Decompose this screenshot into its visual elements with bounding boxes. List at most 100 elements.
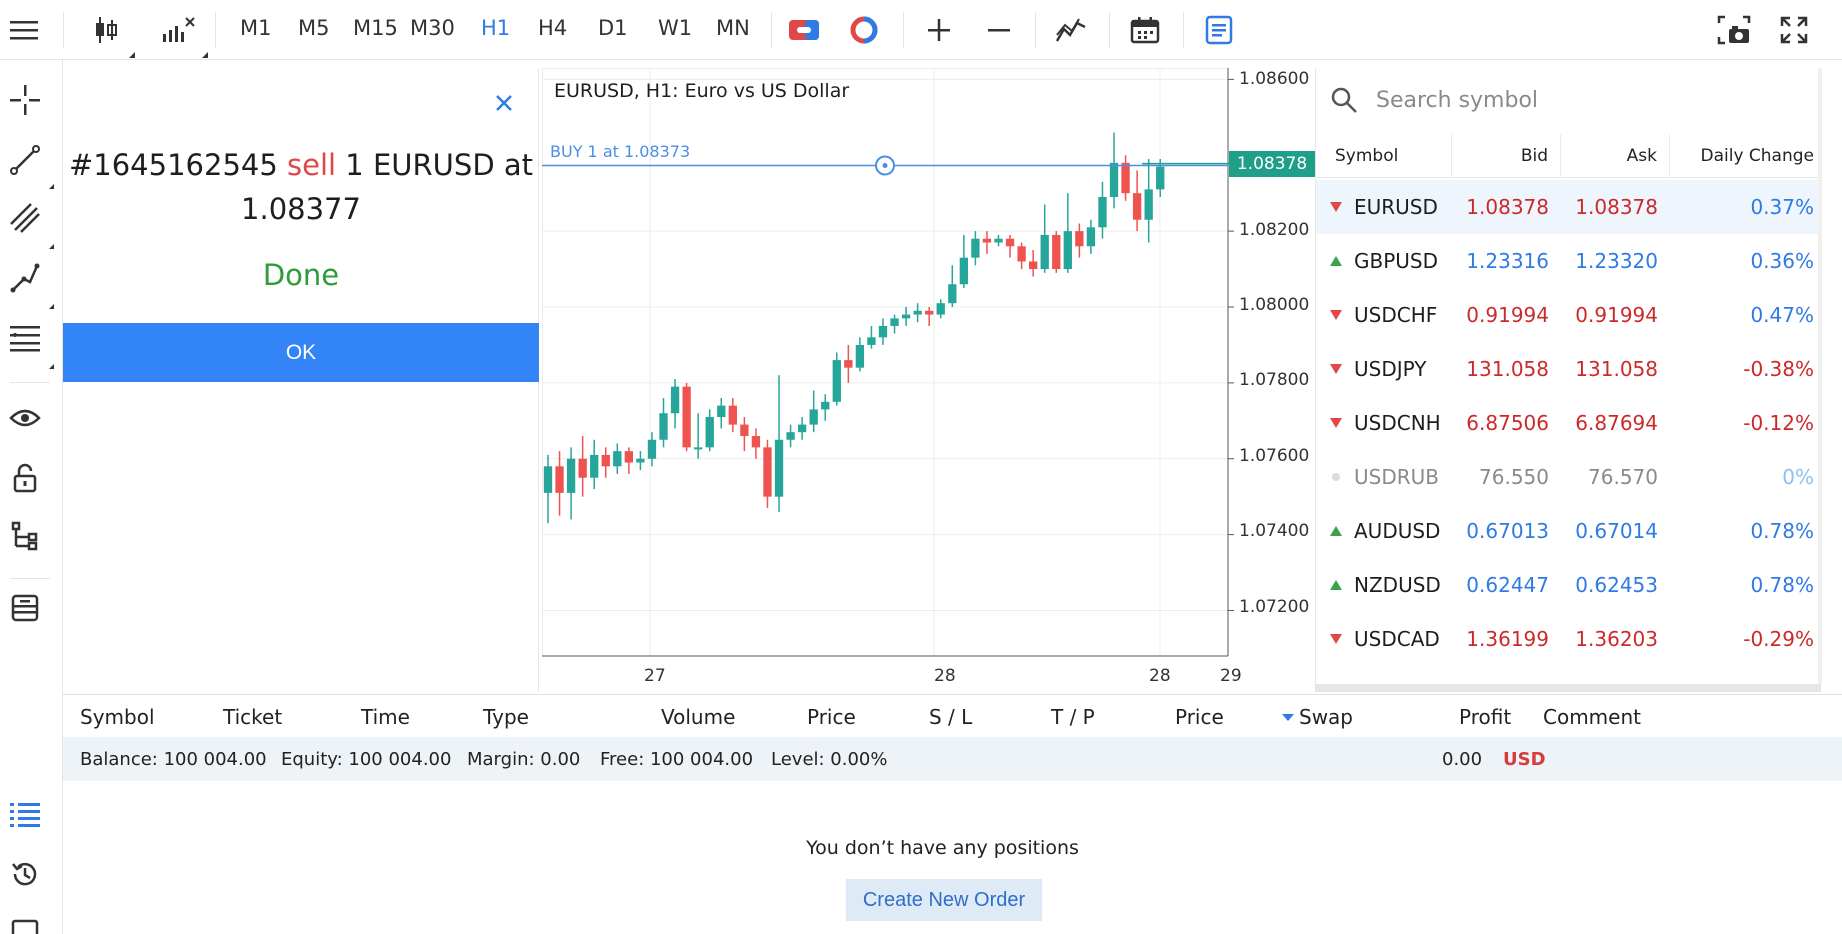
- row-change: -0.12%: [1743, 411, 1814, 435]
- create-new-order-button[interactable]: Create New Order: [846, 879, 1042, 921]
- market-row[interactable]: EURUSD 1.08378 1.08378 0.37%: [1316, 180, 1821, 234]
- candle-body: [659, 413, 668, 440]
- market-row[interactable]: USDRUB 76.550 76.570 0%: [1316, 450, 1821, 504]
- layers-icon[interactable]: [7, 590, 43, 626]
- price-chart[interactable]: EURUSD, H1: Euro vs US Dollar BUY 1 at 1…: [542, 68, 1315, 692]
- col-sl[interactable]: S / L: [929, 705, 973, 729]
- y-axis-label: 1.07400: [1239, 521, 1310, 541]
- market-row[interactable]: USDJPY 131.058 131.058 -0.38%: [1316, 342, 1821, 396]
- trade-result-panel: #1645162545 sell 1 EURUSD at 1.08377 Don…: [63, 68, 539, 692]
- market-row[interactable]: NZDUSD 0.62447 0.62453 0.78%: [1316, 558, 1821, 612]
- trendline-icon[interactable]: [7, 142, 43, 178]
- candle-body: [925, 310, 934, 315]
- list-icon[interactable]: [7, 796, 43, 832]
- fullscreen-icon[interactable]: [1776, 12, 1812, 48]
- left-sidebar: [0, 60, 63, 934]
- market-row[interactable]: AUDUSD 0.67013 0.67014 0.78%: [1316, 504, 1821, 558]
- timeframe-m15[interactable]: M15: [353, 16, 398, 40]
- timeframe-h1[interactable]: H1: [481, 16, 511, 40]
- candle-body: [832, 360, 841, 402]
- calendar-icon[interactable]: [1127, 12, 1163, 48]
- tree-icon[interactable]: [7, 518, 43, 554]
- horizontal-scrollbar[interactable]: [1315, 684, 1821, 692]
- col-profit[interactable]: Profit: [1459, 705, 1512, 729]
- eye-icon[interactable]: [7, 400, 43, 436]
- candle-body: [1075, 231, 1084, 247]
- hamburger-icon[interactable]: [6, 12, 42, 48]
- corner-triangle: [49, 244, 54, 249]
- corner-triangle: [202, 52, 208, 58]
- polyline-icon[interactable]: [7, 260, 43, 296]
- free-margin-value: Free: 100 004.00: [600, 749, 754, 770]
- arrow-down-icon: [1330, 342, 1342, 396]
- candle-body: [821, 401, 830, 410]
- chart-title: EURUSD, H1: Euro vs US Dollar: [554, 80, 850, 102]
- channel-icon[interactable]: [7, 200, 43, 236]
- market-row[interactable]: USDCNH 6.87506 6.87694 -0.12%: [1316, 396, 1821, 450]
- market-row[interactable]: USDCHF 0.91994 0.91994 0.47%: [1316, 288, 1821, 342]
- lock-icon[interactable]: [7, 460, 43, 496]
- header-daily-change[interactable]: Daily Change: [1700, 146, 1814, 166]
- candles-icon[interactable]: [88, 12, 124, 48]
- depth-icon[interactable]: [846, 12, 882, 48]
- col-type[interactable]: Type: [483, 705, 529, 729]
- candle-body: [590, 454, 599, 478]
- col-comment[interactable]: Comment: [1543, 705, 1641, 729]
- candle-body: [740, 424, 749, 436]
- one-click-icon[interactable]: [786, 12, 822, 48]
- col-current-price[interactable]: Price: [1175, 705, 1224, 729]
- chart-canvas[interactable]: [542, 68, 1315, 692]
- toolbar-separator: [1109, 12, 1110, 48]
- market-watch: Symbol Bid Ask Daily Change EURUSD 1.0837…: [1315, 68, 1821, 692]
- ok-button[interactable]: OK: [63, 323, 539, 382]
- candle-body: [867, 337, 876, 345]
- market-row[interactable]: GBPUSD 1.23316 1.23320 0.36%: [1316, 234, 1821, 288]
- row-ask: 0.62453: [1575, 573, 1658, 597]
- history-icon[interactable]: [7, 856, 43, 892]
- col-price[interactable]: Price: [807, 705, 856, 729]
- candle-body: [717, 405, 726, 418]
- arrow-down-icon: [1330, 396, 1342, 450]
- margin-level-value: Level: 0.00%: [771, 749, 888, 770]
- market-row[interactable]: USDCAD 1.36199 1.36203 -0.29%: [1316, 612, 1821, 666]
- header-symbol[interactable]: Symbol: [1316, 134, 1452, 178]
- candle-body: [728, 405, 737, 425]
- candle-body: [1086, 227, 1096, 247]
- zoom-in-icon[interactable]: [921, 12, 957, 48]
- fibonacci-icon[interactable]: [7, 320, 43, 356]
- col-symbol[interactable]: Symbol: [80, 705, 155, 729]
- candle-body: [578, 458, 587, 478]
- screenshot-icon[interactable]: [1716, 12, 1752, 48]
- note-icon[interactable]: [1201, 12, 1237, 48]
- candle-body: [948, 284, 957, 304]
- timeframe-mn[interactable]: MN: [716, 16, 750, 40]
- close-icon[interactable]: [489, 88, 519, 118]
- col-tp[interactable]: T / P: [1051, 705, 1095, 729]
- timeframe-m5[interactable]: M5: [298, 16, 330, 40]
- x-axis-label: 27: [644, 666, 666, 686]
- col-ticket[interactable]: Ticket: [223, 705, 283, 729]
- row-ask: 131.058: [1575, 357, 1658, 381]
- candle-body: [682, 386, 691, 448]
- zoom-out-icon[interactable]: [981, 12, 1017, 48]
- timeframe-d1[interactable]: D1: [598, 16, 628, 40]
- header-bid[interactable]: Bid: [1452, 134, 1561, 178]
- indicator-line-icon[interactable]: [1053, 12, 1089, 48]
- timeframe-w1[interactable]: W1: [658, 16, 693, 40]
- timeframe-m1[interactable]: M1: [240, 16, 272, 40]
- candle-body: [1040, 234, 1049, 270]
- search-input[interactable]: [1376, 87, 1776, 113]
- x-axis-label: 29: [1220, 666, 1242, 686]
- header-ask[interactable]: Ask: [1561, 134, 1670, 178]
- scrollbar[interactable]: [1818, 68, 1822, 684]
- journal-icon[interactable]: [7, 912, 43, 934]
- crosshair-icon[interactable]: [7, 82, 43, 118]
- col-swap[interactable]: Swap: [1299, 705, 1354, 729]
- candle-body: [1144, 189, 1153, 220]
- timeframe-h4[interactable]: H4: [538, 16, 568, 40]
- col-time[interactable]: Time: [361, 705, 410, 729]
- indicators-icon[interactable]: [158, 12, 198, 48]
- col-volume[interactable]: Volume: [661, 705, 736, 729]
- timeframe-m30[interactable]: M30: [410, 16, 455, 40]
- candle-body: [786, 432, 795, 440]
